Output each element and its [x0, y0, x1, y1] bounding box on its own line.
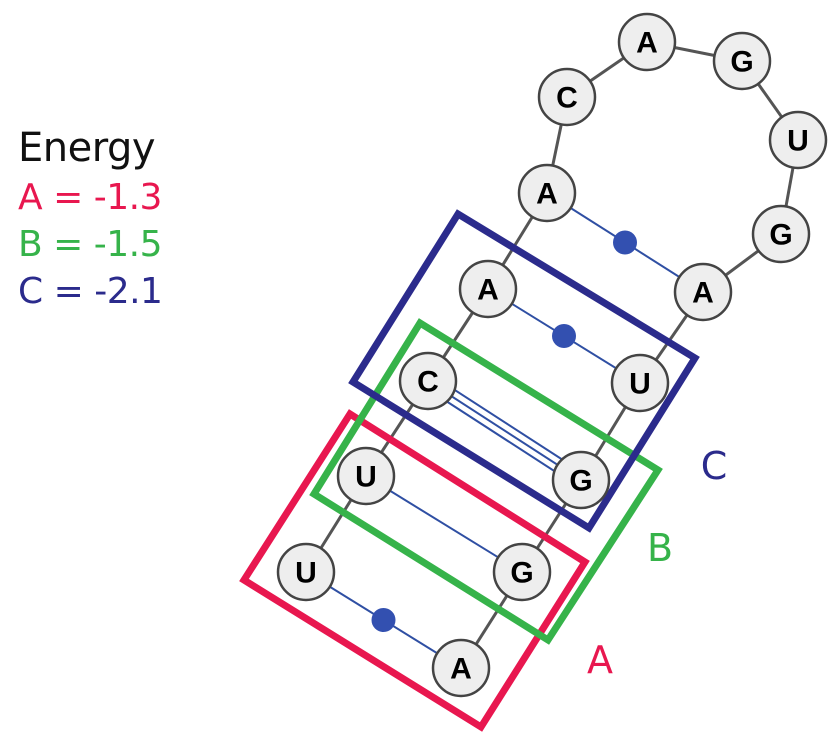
nucleotide-circle [537, 67, 597, 127]
nucleotide-base-label: A [477, 274, 499, 307]
legend-entry-b: B = -1.5 [18, 221, 163, 268]
wobble-pair-dot [552, 324, 576, 348]
nucleotide-g: G [751, 204, 811, 264]
box-label-layer: A BC [587, 444, 727, 682]
nucleotide-g: G [492, 542, 552, 602]
nucleotide-a: A [673, 262, 733, 322]
energy-legend: Energy A = -1.3 B = -1.5 C = -2.1 [18, 122, 163, 315]
nucleotide-base-label: C [417, 366, 439, 399]
nucleotide-u: U [610, 353, 670, 413]
legend-value-b: -1.5 [93, 224, 163, 265]
nucleotide-base-label: C [556, 82, 578, 115]
nucleotide-circle [610, 353, 670, 413]
nucleotide-base-label: G [730, 46, 753, 79]
legend-label-a: A [18, 177, 43, 218]
nucleotide-u: U [768, 110, 828, 170]
pair-bond-line [423, 386, 578, 487]
nucleotide-a: A [431, 638, 491, 698]
legend-entry-a: A = -1.3 [18, 174, 162, 221]
box-label-a: A [587, 638, 613, 682]
nucleotide-g: G [551, 450, 611, 510]
nucleotide-base-label: U [629, 368, 651, 401]
nucleotide-circle [458, 259, 518, 319]
legend-label-c: C [18, 271, 43, 312]
legend-equals-c: = [53, 271, 84, 312]
nucleotide-base-label: A [692, 277, 714, 310]
base-pair-wobble [546, 192, 704, 293]
box-label-b: B [647, 526, 673, 570]
nucleotide-base-label: G [769, 219, 792, 252]
box-label-c: C [701, 444, 728, 488]
base-pair-layer [305, 192, 704, 669]
backbone-layer [304, 40, 800, 669]
legend-label-b: B [18, 224, 43, 265]
nucleotide-circle [517, 163, 577, 223]
nucleotide-circle [398, 351, 458, 411]
nucleotide-circle [492, 542, 552, 602]
nucleotide-c: C [398, 351, 458, 411]
base-pair-single [365, 475, 523, 573]
base-pair-triple [423, 374, 586, 487]
legend-title: Energy [18, 125, 156, 171]
legend-equals-a: = [53, 177, 83, 218]
nucleotide-circle [617, 12, 677, 72]
pair-bond-line [431, 374, 586, 475]
nucleotide-circle [712, 31, 772, 91]
pair-bond-line [427, 380, 582, 481]
nucleotide-circle [431, 638, 491, 698]
nucleotide-circle [551, 450, 611, 510]
wobble-pair-dot [613, 230, 637, 255]
nucleotide-a: A [617, 12, 677, 72]
energy-box-a [239, 409, 590, 732]
base-pair-wobble [487, 288, 641, 384]
energy-box-c [348, 209, 700, 533]
nucleotide-u: U [336, 446, 396, 506]
nucleotide-u: U [276, 542, 336, 602]
nucleotide-base-label: G [569, 465, 592, 498]
nucleotide-base-label: G [510, 557, 533, 590]
energy-box-b [309, 318, 663, 645]
nucleotide-circle [276, 542, 336, 602]
nucleotide-g: G [712, 31, 772, 91]
nucleotide-layer: U U C A A C A G U G A U G G A [276, 12, 828, 698]
energy-box-layer [239, 209, 700, 732]
nucleotide-circle [768, 110, 828, 170]
base-pair-wobble [305, 571, 462, 669]
legend-value-c: -2.1 [94, 271, 163, 312]
nucleotide-c: C [537, 67, 597, 127]
legend-equals-b: = [53, 224, 83, 265]
nucleotide-circle [673, 262, 733, 322]
nucleotide-base-label: U [295, 557, 317, 590]
legend-value-a: -1.3 [93, 177, 163, 218]
nucleotide-circle [751, 204, 811, 264]
nucleotide-a: A [458, 259, 518, 319]
nucleotide-base-label: U [355, 461, 377, 494]
nucleotide-a: A [517, 163, 577, 223]
legend-entry-c: C = -2.1 [18, 268, 163, 315]
pair-bond-line [365, 475, 523, 573]
nucleotide-base-label: A [536, 178, 558, 211]
nucleotide-base-label: A [450, 653, 472, 686]
wobble-pair-dot [371, 608, 396, 632]
nucleotide-base-label: U [787, 125, 809, 158]
nucleotide-base-label: A [636, 27, 658, 60]
nucleotide-circle [336, 446, 396, 506]
